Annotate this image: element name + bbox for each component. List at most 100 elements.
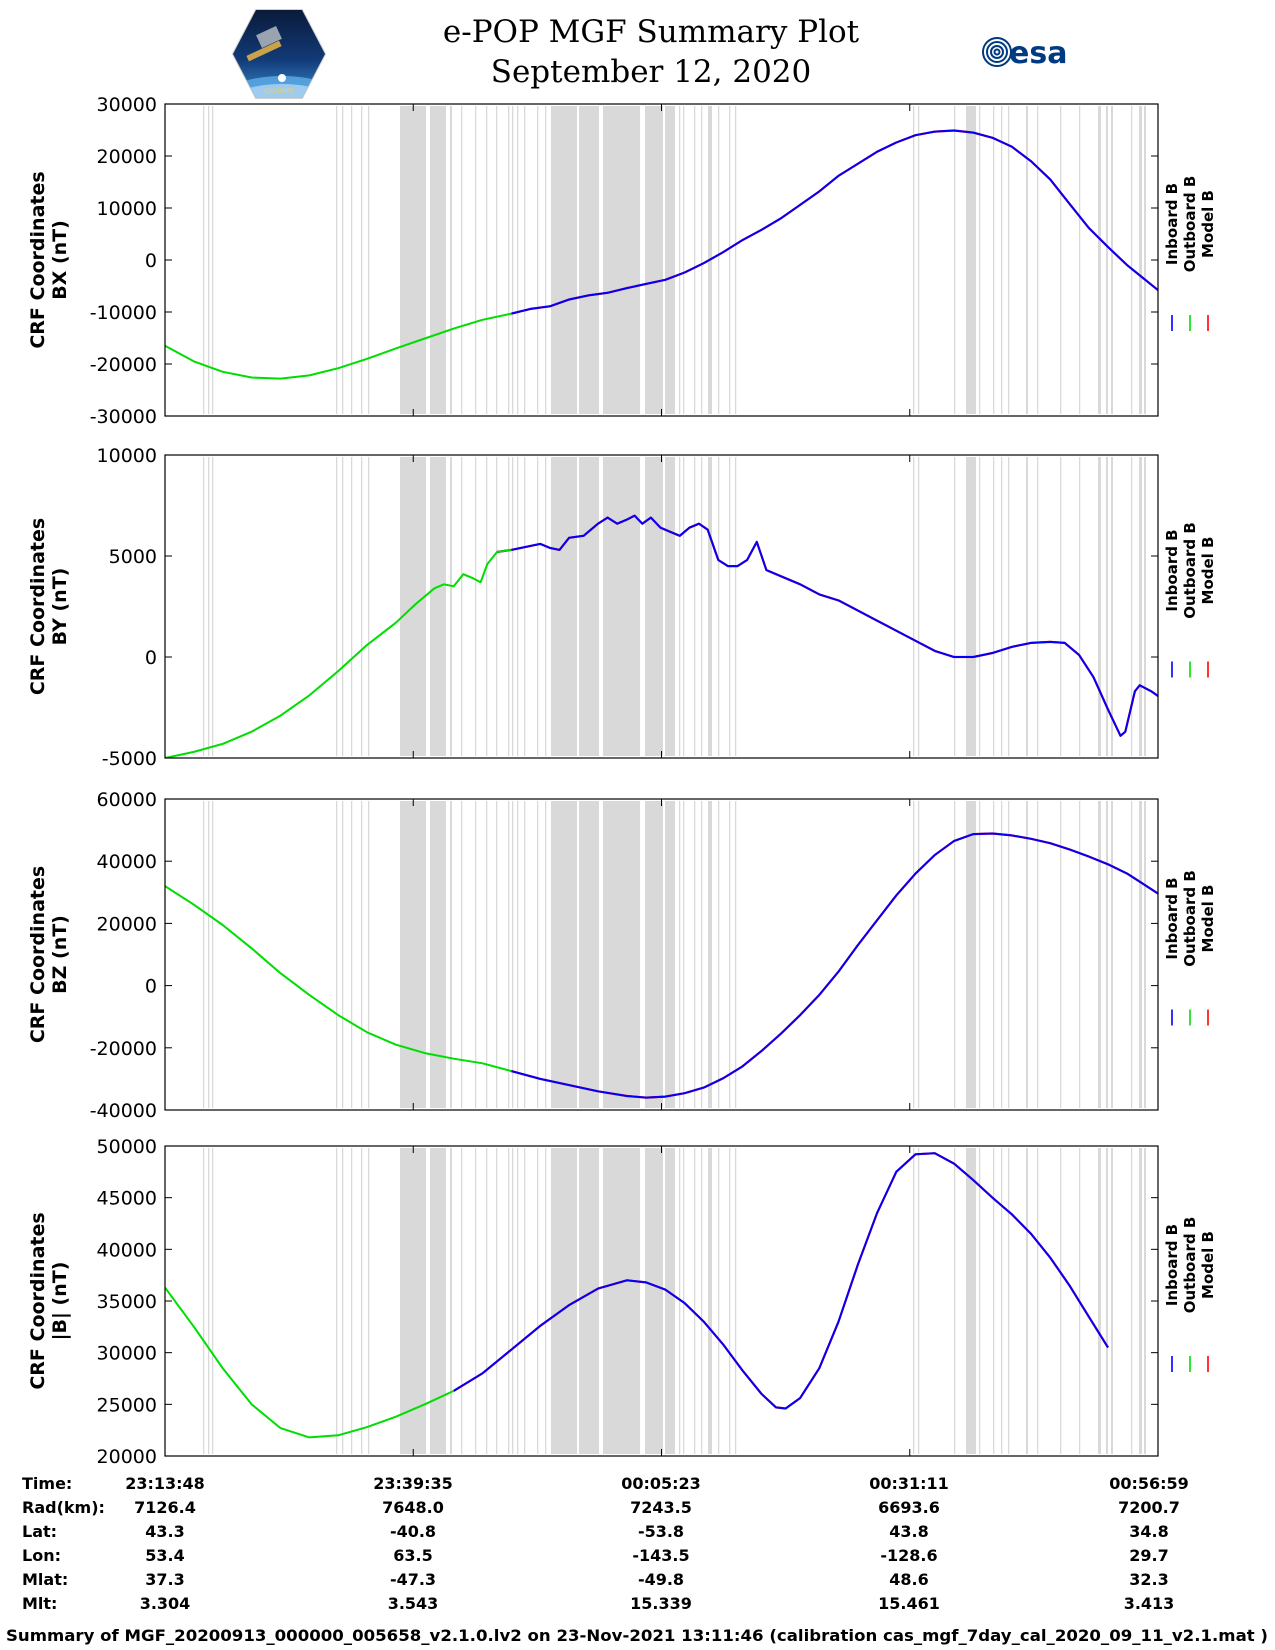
series-outboard-b-line <box>165 1287 455 1439</box>
data-gap-band <box>512 1148 514 1454</box>
table-cell: 00:56:59 <box>1109 1474 1189 1493</box>
data-gap-band <box>508 457 510 756</box>
table-column: 00:31:11 6693.6 43.8 -128.6 48.6 15.461 <box>869 1474 949 1613</box>
series-outboard-b-line <box>165 312 512 380</box>
legend: Inboard B Outboard B Model B <box>1163 176 1217 331</box>
data-gap-band <box>361 801 363 1108</box>
data-gap-band <box>1008 801 1010 1108</box>
panel-by: 10000 5000 0 -5000 CRF Coordinates BY (nT) Inb… <box>27 445 1217 770</box>
table-cell: 43.8 <box>889 1522 928 1541</box>
data-gap-band <box>203 1148 205 1454</box>
data-gap-band <box>1098 106 1101 414</box>
data-gap-band <box>1037 106 1039 414</box>
row-label-rad: Rad(km): <box>22 1498 105 1517</box>
data-gap-band <box>203 801 205 1108</box>
table-cell: -143.5 <box>632 1546 689 1565</box>
data-gap-band <box>603 106 640 414</box>
data-gap-band <box>1098 1148 1101 1454</box>
data-gap-band <box>683 1148 685 1454</box>
data-gap-band <box>954 801 956 1108</box>
data-gap-band <box>1144 801 1146 1108</box>
data-gap-band <box>524 1148 526 1454</box>
table-cell: 48.6 <box>889 1570 928 1589</box>
data-gap-band <box>351 801 353 1108</box>
data-gap-band <box>508 106 510 414</box>
series-inboard-b-line <box>496 514 1158 737</box>
data-gap-band <box>203 106 205 414</box>
row-label-lat: Lat: <box>22 1522 57 1541</box>
y-tick-label: 30000 <box>97 94 157 116</box>
data-gap-band <box>1026 457 1028 756</box>
legend-label-model-b: Model B <box>1199 190 1217 258</box>
y-tick-label: 10000 <box>97 445 157 467</box>
data-gap-band <box>496 1148 498 1454</box>
y-tick-label: 40000 <box>97 1239 157 1261</box>
data-gap-band <box>1098 801 1101 1108</box>
data-gap-band <box>486 457 488 756</box>
data-gap-band <box>679 457 681 756</box>
data-gap-band <box>1131 801 1133 1108</box>
data-gap-band <box>508 1148 510 1454</box>
data-gap-band <box>1139 457 1142 756</box>
data-gap-band <box>913 801 915 1108</box>
data-gap-band <box>579 1148 599 1454</box>
data-gap-band <box>1026 106 1028 414</box>
data-gap-band <box>208 801 210 1108</box>
y-tick-label: -20000 <box>90 354 157 376</box>
row-label-mlat: Mlat: <box>22 1570 68 1589</box>
data-gap-band <box>430 106 440 414</box>
data-gap-band <box>1139 801 1142 1108</box>
table-cell: 29.7 <box>1129 1546 1168 1565</box>
y-tick-label: -30000 <box>90 406 157 428</box>
data-gap-band <box>545 1148 547 1454</box>
data-gap-bands <box>203 1148 1146 1454</box>
y-tick-label: 20000 <box>97 146 157 168</box>
data-gap-band <box>694 457 696 756</box>
table-cell: 00:31:11 <box>869 1474 949 1493</box>
y-axis-label-line2: BZ (nT) <box>49 915 71 994</box>
table-cell: -47.3 <box>390 1570 436 1589</box>
data-gap-band <box>361 457 363 756</box>
data-gap-band <box>1001 1148 1003 1454</box>
table-cell: 43.3 <box>145 1522 184 1541</box>
data-gap-band <box>579 106 599 414</box>
data-gap-band <box>461 801 463 1108</box>
series-lines <box>165 832 1158 1099</box>
data-gap-band <box>665 801 675 1108</box>
data-gap-band <box>1060 106 1062 414</box>
data-gap-band <box>993 801 995 1108</box>
y-axis-label-line2: BY (nT) <box>49 568 71 646</box>
data-gap-band <box>918 1148 920 1454</box>
data-gap-band <box>918 801 920 1108</box>
data-gap-band <box>729 457 731 756</box>
y-tick-label: 5000 <box>109 546 157 568</box>
data-gap-band <box>1131 457 1133 756</box>
data-gap-band <box>400 1148 426 1454</box>
data-gap-band <box>918 457 920 756</box>
data-gap-band <box>475 1148 477 1454</box>
data-gap-band <box>208 457 210 756</box>
data-gap-band <box>735 1148 737 1454</box>
series-outboard-b-line <box>165 885 512 1073</box>
table-cell: 3.304 <box>140 1594 191 1613</box>
data-gap-band <box>351 1148 353 1454</box>
data-gap-band <box>1144 1148 1146 1454</box>
data-gap-bands <box>203 801 1146 1108</box>
data-gap-band <box>665 457 675 756</box>
data-gap-band <box>551 457 577 756</box>
y-tick-label: 35000 <box>97 1291 157 1313</box>
y-axis-label-line1: CRF Coordinates <box>27 1212 49 1389</box>
series-inboard-b-line <box>511 832 1158 1099</box>
data-gap-band <box>1079 801 1081 1108</box>
table-cell: 7648.0 <box>382 1498 444 1517</box>
data-gap-band <box>718 457 720 756</box>
data-gap-band <box>979 1148 981 1454</box>
row-label-lon: Lon: <box>22 1546 61 1565</box>
data-gap-band <box>524 106 526 414</box>
data-gap-band <box>1008 457 1010 756</box>
data-gap-band <box>336 801 338 1108</box>
data-gap-band <box>440 801 446 1108</box>
data-gap-band <box>1139 106 1142 414</box>
data-gap-band <box>486 801 488 1108</box>
data-gap-band <box>645 106 663 414</box>
